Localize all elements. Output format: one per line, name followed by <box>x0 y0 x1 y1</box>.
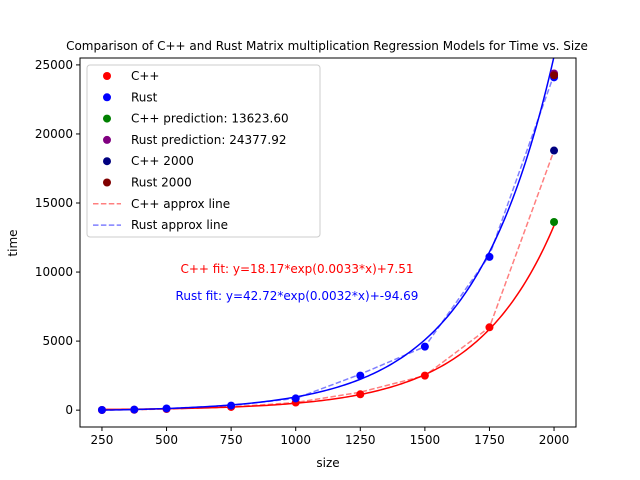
data-point <box>485 252 494 261</box>
legend-entry: Rust approx line <box>131 218 228 232</box>
data-point <box>356 371 365 380</box>
legend-marker <box>103 157 111 166</box>
legend-marker <box>103 93 111 102</box>
legend-entry: Rust 2000 <box>131 176 192 190</box>
legend-entry: Rust <box>131 90 158 104</box>
x-axis-label: size <box>316 456 339 470</box>
legend-marker <box>103 135 111 144</box>
chart-title: Comparison of C++ and Rust Matrix multip… <box>66 39 588 53</box>
x-tick-label: 750 <box>220 433 243 447</box>
legend-entry: C++ 2000 <box>131 154 194 168</box>
data-point <box>356 390 365 399</box>
data-point <box>485 323 494 332</box>
y-axis-label: time <box>6 229 20 256</box>
legend-marker <box>103 72 111 80</box>
legend-entry: C++ <box>131 69 160 83</box>
legend-entry: C++ prediction: 13623.60 <box>131 112 289 126</box>
data-point <box>550 146 559 155</box>
y-tick-label: 15000 <box>35 196 73 210</box>
data-point <box>227 401 236 410</box>
y-tick-label: 5000 <box>42 334 73 348</box>
x-tick-label: 2000 <box>539 433 570 447</box>
x-tick-label: 1500 <box>410 433 441 447</box>
data-point <box>550 71 559 80</box>
data-point <box>420 371 429 380</box>
legend-marker <box>103 178 111 187</box>
data-point <box>550 218 559 227</box>
plot-frame <box>79 57 577 428</box>
x-tick-label: 1250 <box>345 433 376 447</box>
data-point <box>162 404 171 413</box>
y-tick-label: 20000 <box>35 127 73 141</box>
cpp-fit-label: C++ fit: y=18.17*exp(0.0033*x)+7.51 <box>180 262 413 276</box>
data-point <box>420 342 429 351</box>
data-point <box>291 394 300 403</box>
y-tick-label: 10000 <box>35 265 73 279</box>
legend-entry: C++ approx line <box>131 197 230 211</box>
data-point <box>130 405 139 414</box>
y-tick-label: 25000 <box>35 58 73 72</box>
legend-box <box>86 64 321 238</box>
data-point <box>97 405 106 414</box>
y-tick-label: 0 <box>65 403 73 417</box>
x-tick-label: 1000 <box>280 433 311 447</box>
legend: C++ Rust C++ prediction: 13623.60 Rust pred… <box>86 64 321 238</box>
x-tick-label: 1750 <box>474 433 505 447</box>
x-tick-label: 250 <box>91 433 114 447</box>
legend-marker <box>103 114 111 123</box>
fit-curve <box>101 58 555 411</box>
legend-entry: Rust prediction: 24377.92 <box>131 133 287 147</box>
x-tick-label: 500 <box>155 433 178 447</box>
rust-fit-label: Rust fit: y=42.72*exp(0.0032*x)+-94.69 <box>176 289 419 303</box>
